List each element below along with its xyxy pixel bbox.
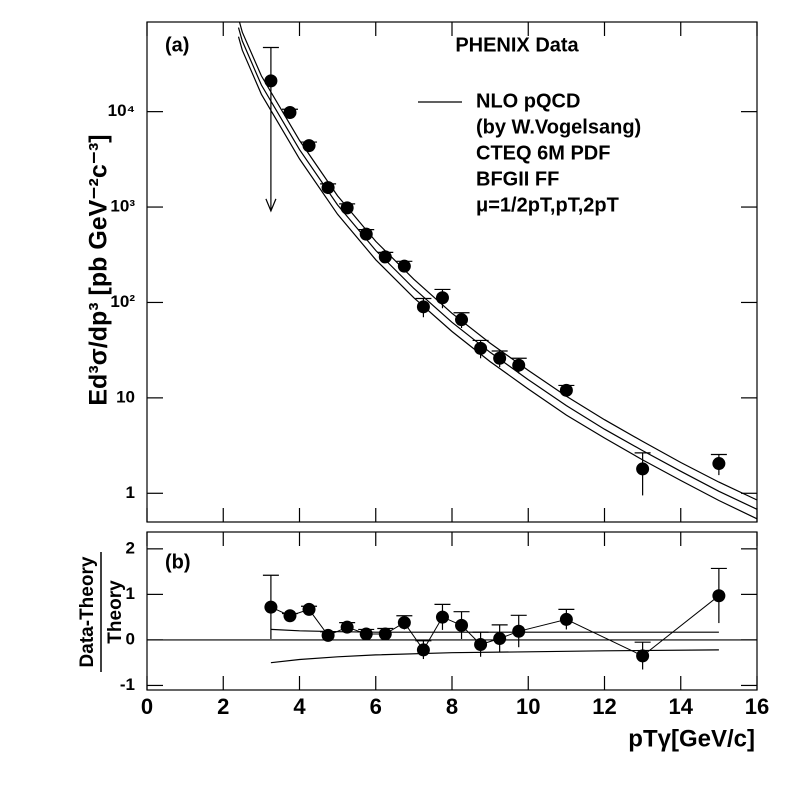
data-point xyxy=(455,313,469,327)
data-point xyxy=(559,383,573,397)
y-tick-label: 2 xyxy=(126,538,135,557)
legend-note: CTEQ 6M PDF xyxy=(476,142,610,164)
y-axis-label: Theory xyxy=(105,580,126,644)
theory-curve xyxy=(237,27,757,510)
y-axis-label: Ed³σ/dp³ [pb GeV⁻²c⁻³] xyxy=(85,134,113,405)
ratio-connector xyxy=(270,595,720,657)
x-axis-label: pTγ[GeV/c] xyxy=(628,725,755,752)
x-tick-label: 12 xyxy=(592,694,616,719)
data-point xyxy=(340,620,354,634)
data-point xyxy=(493,632,507,646)
data-point xyxy=(435,610,449,624)
y-tick-label: 0 xyxy=(126,629,135,648)
data-point xyxy=(397,616,411,630)
data-point xyxy=(359,227,373,241)
x-tick-label: 2 xyxy=(217,694,229,719)
y-tick-label: 1 xyxy=(126,483,135,502)
data-point xyxy=(416,300,430,314)
data-point xyxy=(512,624,526,638)
y-tick-label: 10² xyxy=(110,292,135,311)
plot-area xyxy=(237,22,757,520)
data-point xyxy=(283,105,297,119)
x-tick-label: 16 xyxy=(745,694,769,719)
y-tick-label: 10⁴ xyxy=(108,101,135,120)
data-point xyxy=(474,341,488,355)
data-point xyxy=(712,457,726,471)
data-point xyxy=(512,358,526,372)
data-point xyxy=(359,627,373,641)
data-point xyxy=(493,351,507,365)
y-tick-label: 10 xyxy=(116,387,135,406)
data-point xyxy=(416,643,430,657)
plot-area xyxy=(147,567,757,670)
data-point xyxy=(378,627,392,641)
x-tick-label: 0 xyxy=(141,694,153,719)
data-point xyxy=(264,74,278,88)
scale-band-lower xyxy=(270,649,719,664)
panel-label: (a) xyxy=(165,34,189,56)
data-point xyxy=(302,602,316,616)
data-point xyxy=(435,291,449,305)
chart-title: PHENIX Data xyxy=(455,34,579,56)
data-point xyxy=(340,201,354,215)
data-point xyxy=(474,637,488,651)
data-point xyxy=(712,589,726,603)
data-point xyxy=(636,649,650,663)
data-point xyxy=(397,259,411,273)
legend-note: (by W.Vogelsang) xyxy=(476,116,641,138)
data-point xyxy=(264,600,278,614)
y-tick-label: 10³ xyxy=(110,197,135,216)
data-point xyxy=(283,609,297,623)
data-point xyxy=(302,139,316,153)
theory-curve xyxy=(238,22,757,501)
data-point xyxy=(321,181,335,195)
x-tick-label: 8 xyxy=(446,694,458,719)
legend-entry: NLO pQCD xyxy=(476,90,580,112)
y-tick-label: 1 xyxy=(126,584,135,603)
panel-a-frame xyxy=(146,21,758,523)
data-point xyxy=(378,250,392,264)
panel-b-frame xyxy=(146,531,758,691)
data-point xyxy=(321,628,335,642)
panel-label: (b) xyxy=(165,551,191,573)
x-tick-label: 14 xyxy=(669,694,694,719)
y-tick-label: -1 xyxy=(120,675,135,694)
y-axis-label: Data-Theory xyxy=(77,556,98,667)
legend-note: BFGII FF xyxy=(476,168,559,190)
theory-curve xyxy=(237,36,757,520)
data-point xyxy=(559,612,573,626)
scale-band-upper xyxy=(270,628,719,633)
data-point xyxy=(455,618,469,632)
x-tick-label: 6 xyxy=(370,694,382,719)
legend-note: μ=1/2pT,pT,2pT xyxy=(476,194,619,216)
x-tick-label: 10 xyxy=(516,694,540,719)
data-point xyxy=(636,462,650,476)
x-tick-label: 4 xyxy=(293,694,306,719)
